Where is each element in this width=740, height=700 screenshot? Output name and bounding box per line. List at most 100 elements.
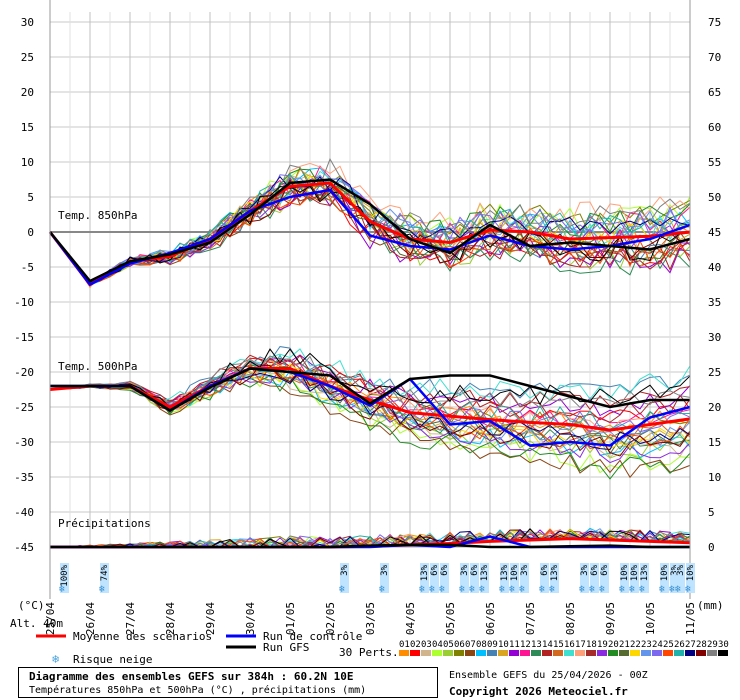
snow-percent: 6%: [470, 564, 480, 575]
legend-gfs: Run GFS: [263, 641, 309, 654]
date-tick-label: 11/05: [684, 602, 697, 635]
pert-id: 11: [509, 640, 520, 650]
pert-id: 05: [443, 640, 454, 650]
snowflake-icon: ❄: [339, 584, 346, 595]
snow-risk-badge: 6% ❄: [539, 563, 550, 595]
date-tick-label: 02/05: [324, 602, 337, 635]
snowflake-icon: ❄: [379, 584, 386, 595]
snow-badge-bg: [420, 563, 429, 593]
snow-percent: 13%: [420, 564, 430, 581]
pert-swatch: [641, 650, 651, 656]
pert-id: 23: [641, 640, 652, 650]
snow-badge-bg: [380, 563, 389, 593]
snow-risk-badge: 10% ❄: [509, 563, 520, 595]
right-tick-label: 5: [708, 506, 715, 519]
pert-id: 01: [399, 640, 410, 650]
snow-percent: 10%: [620, 564, 630, 581]
snow-risk-badge: 6% ❄: [429, 563, 440, 595]
pert-id: 28: [696, 640, 707, 650]
left-tick-label: -35: [14, 471, 34, 484]
snowflake-icon: ❄: [59, 584, 66, 595]
snow-percent: 6%: [540, 564, 550, 575]
pert-swatch: [509, 650, 519, 656]
snow-risk-badge: 3% ❄: [459, 563, 470, 595]
snowflake-icon: ❄: [429, 584, 436, 595]
pert-swatch: [520, 650, 530, 656]
left-tick-label: 15: [21, 121, 34, 134]
left-tick-label: 5: [27, 191, 34, 204]
left-unit: (°C): [18, 599, 45, 612]
snow-badge-bg: [460, 563, 469, 593]
label-precip: Précipitations: [58, 517, 151, 530]
snow-badge-bg: [60, 563, 69, 593]
snowflake-icon: ❄: [639, 584, 646, 595]
snowflake-icon: ❄: [579, 584, 586, 595]
snow-percent: 13%: [550, 564, 560, 581]
snowflake-icon: ❄: [439, 584, 446, 595]
snow-risk-badge: 13% ❄: [499, 563, 510, 595]
left-tick-label: 0: [27, 226, 34, 239]
snow-badge-bg: [510, 563, 519, 593]
snow-percent: 3%: [380, 564, 390, 575]
snow-percent: 100%: [60, 564, 70, 586]
pert-id: 25: [663, 640, 674, 650]
snow-percent: 3%: [676, 564, 686, 575]
snow-percent: 10%: [660, 564, 670, 581]
main-series: [48, 178, 691, 549]
snowflake-icon: ❄: [675, 584, 682, 595]
series-2-t500: [50, 367, 690, 412]
date-tick-label: 04/05: [404, 602, 417, 635]
label-t850: Temp. 850hPa: [58, 209, 137, 222]
snow-percent: 10%: [510, 564, 520, 581]
pert-swatch: [465, 650, 475, 656]
snow-badge-bg: [540, 563, 549, 593]
snow-percent: 3%: [460, 564, 470, 575]
date-tick-label: 07/05: [524, 602, 537, 635]
snow-percent: 6%: [430, 564, 440, 575]
snow-badge-bg: [600, 563, 609, 593]
snow-percent: 13%: [500, 564, 510, 581]
snowflake-icon: ❄: [419, 584, 426, 595]
series-0-t850: [48, 181, 691, 287]
date-tick-label: 29/04: [204, 602, 217, 635]
snow-badge-bg: [676, 563, 685, 593]
legend: Moyenne des scénarios Run de contrôle Ru…: [36, 630, 399, 666]
right-tick-label: 55: [708, 156, 721, 169]
date-tick-label: 28/04: [164, 602, 177, 635]
label-t500: Temp. 500hPa: [58, 360, 137, 373]
footer-title: Diagramme des ensembles GEFS sur 384h : …: [29, 670, 354, 683]
snow-badge-bg: [520, 563, 529, 593]
perturbation-swatches: 01 02 03 04 05 06 07 08 09 10 11 12 13 14 15 16 17 18 19 20…: [399, 640, 729, 656]
snow-risk-badge: 6% ❄: [439, 563, 450, 595]
left-tick-label: 20: [21, 86, 34, 99]
snow-risk-badge: 3% ❄: [669, 563, 680, 595]
pert-swatch: [696, 650, 706, 656]
snow-badge-bg: [686, 563, 695, 593]
snow-risk-badge: 10% ❄: [659, 563, 670, 595]
snow-percent: 6%: [590, 564, 600, 575]
right-tick-label: 35: [708, 296, 721, 309]
date-tick-label: 27/04: [124, 602, 137, 635]
snowflake-icon: ❄: [589, 584, 596, 595]
pert-swatch: [586, 650, 596, 656]
snowflake-icon: ❄: [479, 584, 486, 595]
pert-id: 09: [487, 640, 498, 650]
snow-risk-badge: 13% ❄: [479, 563, 490, 595]
pert-id: 19: [597, 640, 608, 650]
pert-swatch: [531, 650, 541, 656]
left-tick-label: -20: [14, 366, 34, 379]
pert-id: 03: [421, 640, 432, 650]
snowflake-icon: ❄: [629, 584, 636, 595]
date-tick-label: 25/04: [44, 602, 57, 635]
pert-swatch: [619, 650, 629, 656]
pert-id: 20: [608, 640, 619, 650]
snow-risk-badge: 74% ❄: [99, 563, 110, 595]
left-tick-label: -30: [14, 436, 34, 449]
left-tick-label: 10: [21, 156, 34, 169]
snow-risk-badge: 3% ❄: [379, 563, 390, 595]
pert-id: 16: [564, 640, 575, 650]
snow-risk-badge: 3% ❄: [579, 563, 590, 595]
snowflake-icon: ❄: [685, 584, 692, 595]
footer-box: Diagramme des ensembles GEFS sur 384h : …: [18, 667, 438, 698]
snow-risk-badge: 13% ❄: [639, 563, 650, 595]
